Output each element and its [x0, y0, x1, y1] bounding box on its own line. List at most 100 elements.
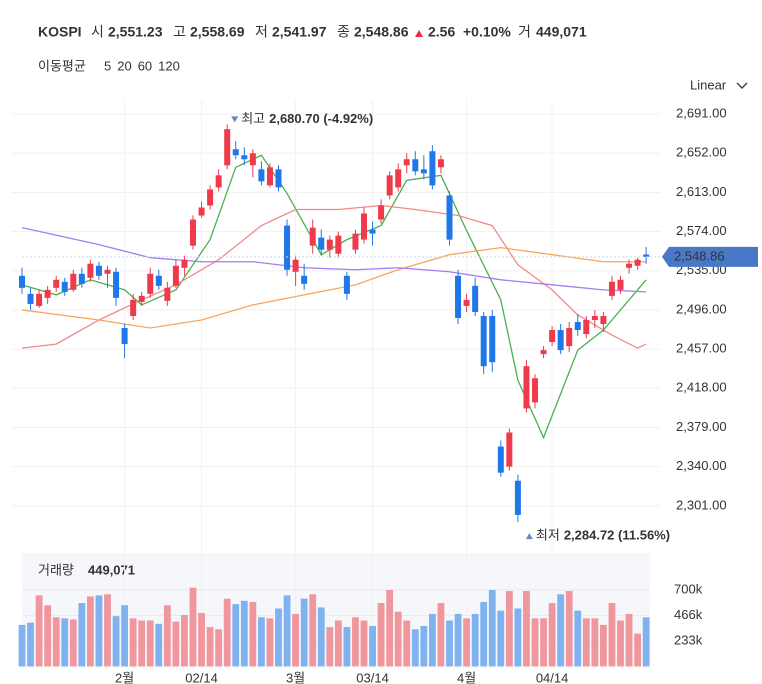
x-tick-label: 4월	[457, 670, 476, 684]
candle-body	[207, 189, 214, 206]
volume-bar	[463, 618, 470, 667]
y-tick-label: 2,457.00	[676, 341, 727, 356]
volume-bar	[608, 603, 616, 667]
x-tick-label: 02/14	[185, 670, 218, 684]
volume-bar	[292, 613, 299, 667]
label: 거	[518, 24, 531, 40]
moving-average-line	[21, 226, 647, 293]
candle-body	[78, 273, 85, 284]
volume-bar	[95, 595, 103, 667]
volume-bar	[309, 594, 317, 667]
candle-body	[472, 285, 479, 312]
low-text: 최저	[536, 528, 560, 543]
value: 2,551.23	[108, 24, 163, 40]
low-label: 2,284.72 (11.56%)	[564, 528, 670, 543]
candle-body	[446, 195, 453, 240]
candle-body	[643, 254, 650, 257]
candle-body	[27, 293, 34, 304]
volume-bar	[27, 622, 34, 667]
candle-body	[284, 225, 291, 270]
volume-title: 거래량	[38, 562, 74, 577]
volume-bar	[420, 625, 428, 667]
candle-body	[44, 289, 51, 298]
y-tick-label: 2,691.00	[676, 106, 727, 121]
scale-mode[interactable]: Linear	[690, 77, 727, 92]
candle-body	[147, 273, 154, 294]
change-pct: +0.10%	[463, 24, 511, 40]
candle-body	[574, 321, 581, 331]
volume-bar	[283, 595, 291, 667]
volume-bar	[87, 596, 94, 667]
y-tick-label: 2,613.00	[676, 184, 727, 199]
candle-body	[540, 350, 547, 355]
candle-body	[36, 293, 43, 306]
dropdown-chevron[interactable]	[736, 82, 748, 90]
value: 2,548.86	[354, 24, 409, 40]
y-tick-label: 2,340.00	[676, 458, 727, 473]
volume-bar	[78, 603, 86, 667]
candle-body	[463, 299, 470, 306]
candle-body	[523, 366, 530, 409]
y-tick-label: 2,496.00	[676, 301, 727, 316]
y-tick-label: 2,379.00	[676, 419, 727, 434]
candle-body	[455, 275, 462, 318]
volume-bar	[617, 620, 624, 667]
volume-bar	[155, 623, 163, 667]
volume-bar	[505, 591, 513, 667]
volume-bar	[343, 627, 351, 667]
volume-bar	[369, 625, 376, 667]
candle-body	[335, 235, 342, 254]
high-marker	[231, 116, 239, 123]
candle-body	[429, 151, 436, 186]
volume-bar	[514, 608, 522, 667]
volume-bar	[18, 624, 26, 667]
candle-body	[343, 275, 350, 294]
x-tick-label: 04/14	[536, 670, 569, 684]
candle-body	[369, 229, 376, 234]
last-price-tag	[662, 246, 758, 267]
volume-bar	[360, 620, 368, 667]
candle-body	[583, 319, 590, 335]
y-tick-label: 2,574.00	[676, 223, 727, 238]
legend-entry: 120	[158, 58, 180, 73]
candle-body	[403, 159, 410, 166]
candle-body	[19, 275, 25, 288]
value: 2,541.97	[272, 24, 327, 40]
candle-body	[420, 169, 427, 174]
volume-tick-label: 233k	[674, 632, 703, 647]
candle-body	[634, 259, 641, 266]
candle-body	[608, 281, 615, 296]
volume-bar	[266, 618, 274, 667]
volume-bar	[198, 612, 205, 667]
candle-body	[224, 129, 231, 166]
legend-entry: 20	[117, 58, 131, 73]
candle-body	[352, 233, 359, 250]
y-tick-label: 2,652.00	[676, 145, 727, 160]
volume-tick-label: 466k	[674, 607, 703, 622]
volume-bar	[146, 620, 154, 667]
volume-bar	[437, 603, 445, 667]
candle-body	[318, 237, 325, 250]
volume-bar	[429, 613, 436, 667]
volume-bar	[394, 611, 402, 667]
candle-body	[557, 330, 564, 351]
candle-body	[70, 273, 77, 290]
candle-body	[249, 153, 256, 166]
volume-bar	[232, 604, 240, 667]
volume-bar	[240, 600, 248, 667]
y-tick-label: 2,418.00	[676, 380, 727, 395]
candle-body	[549, 330, 556, 343]
candle-body	[591, 315, 598, 320]
candle-body	[489, 315, 496, 363]
candle-body	[497, 446, 504, 473]
volume-bar	[61, 618, 69, 667]
volume-bar	[574, 610, 582, 667]
volume-bar	[249, 601, 257, 667]
legend-entry: 5	[104, 58, 111, 73]
volume-bar	[172, 621, 180, 667]
header: KOSPI 시 2,551.23 고 2,558.69 저 2,541.97 종…	[38, 24, 587, 40]
volume-bar	[446, 620, 453, 667]
symbol: KOSPI	[38, 24, 82, 40]
value: 449,071	[536, 24, 587, 40]
volume-bar	[386, 589, 394, 667]
